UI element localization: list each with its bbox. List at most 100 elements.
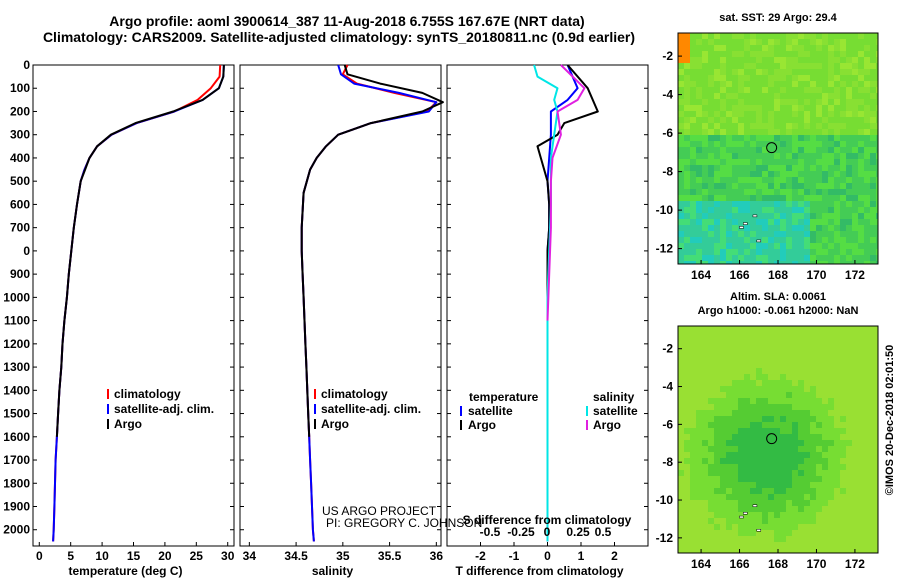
map-cell xyxy=(840,243,846,249)
map-cell xyxy=(750,464,756,470)
map-cell xyxy=(696,99,702,105)
map-cell xyxy=(774,129,780,135)
map-cell xyxy=(852,422,858,428)
map-cell xyxy=(822,500,828,506)
map-cell xyxy=(738,237,744,243)
map-cell xyxy=(774,350,780,356)
map-cell xyxy=(816,159,822,165)
map-cell xyxy=(702,368,708,374)
y-tick-label: 1200 xyxy=(3,337,30,351)
map-cell xyxy=(834,524,840,530)
map-cell xyxy=(750,219,756,225)
map-y-tick-label: -12 xyxy=(656,531,674,545)
map-cell xyxy=(792,518,798,524)
map-cell xyxy=(852,332,858,338)
map-cell xyxy=(846,39,852,45)
map-cell xyxy=(840,434,846,440)
map-cell xyxy=(828,75,834,81)
map-cell xyxy=(834,189,840,195)
map-cell xyxy=(684,249,690,255)
map-cell xyxy=(864,518,870,524)
map-cell xyxy=(750,231,756,237)
map-cell xyxy=(750,111,756,117)
map-cell xyxy=(858,111,864,117)
map-cell xyxy=(702,207,708,213)
map-cell xyxy=(870,452,876,458)
map-cell xyxy=(816,213,822,219)
map-cell xyxy=(804,249,810,255)
map-cell xyxy=(828,374,834,380)
map-cell xyxy=(780,536,786,542)
map-cell xyxy=(774,548,780,553)
map-cell xyxy=(696,524,702,530)
map-cell xyxy=(846,207,852,213)
map-cell xyxy=(780,458,786,464)
map-cell xyxy=(714,452,720,458)
map-cell xyxy=(678,446,684,452)
map-cell xyxy=(702,57,708,63)
x-tick-label: 35 xyxy=(336,549,350,563)
map-cell xyxy=(858,231,864,237)
map-cell xyxy=(774,470,780,476)
map-cell xyxy=(774,500,780,506)
map-cell xyxy=(834,81,840,87)
map-cell xyxy=(732,494,738,500)
map-cell xyxy=(684,207,690,213)
map-cell xyxy=(804,506,810,512)
map-cell xyxy=(870,416,876,422)
map-cell xyxy=(780,506,786,512)
map-cell xyxy=(858,159,864,165)
map-cell xyxy=(786,530,792,536)
map-cell xyxy=(690,153,696,159)
map-cell xyxy=(696,512,702,518)
map-cell xyxy=(756,93,762,99)
map-cell xyxy=(822,356,828,362)
map-cell xyxy=(714,123,720,129)
map-cell xyxy=(726,219,732,225)
map-cell xyxy=(828,39,834,45)
map-cell xyxy=(864,243,870,249)
map-cell xyxy=(756,51,762,57)
map-cell xyxy=(792,338,798,344)
map-cell xyxy=(678,183,684,189)
map-cell xyxy=(780,434,786,440)
map-cell xyxy=(714,344,720,350)
map-cell xyxy=(690,476,696,482)
map-cell xyxy=(828,177,834,183)
map-cell xyxy=(798,33,804,39)
map-cell xyxy=(708,213,714,219)
map-cell xyxy=(678,261,684,264)
map-cell xyxy=(798,255,804,261)
map-cell xyxy=(816,362,822,368)
map-cell xyxy=(744,548,750,553)
map-cell xyxy=(738,368,744,374)
map-cell xyxy=(870,171,876,177)
map-cell xyxy=(678,231,684,237)
map-cell xyxy=(858,416,864,422)
map-cell xyxy=(684,129,690,135)
map-cell xyxy=(780,482,786,488)
map-cell xyxy=(846,386,852,392)
x-tick-label: -2 xyxy=(475,549,486,563)
map-cell xyxy=(828,189,834,195)
map-cell xyxy=(762,548,768,553)
map-cell xyxy=(756,518,762,524)
map-cell xyxy=(816,446,822,452)
map-cell xyxy=(738,117,744,123)
map-cell xyxy=(786,398,792,404)
map-cell xyxy=(720,392,726,398)
map-cell xyxy=(858,249,864,255)
map-cell xyxy=(738,440,744,446)
map-cell xyxy=(858,422,864,428)
map-cell xyxy=(708,57,714,63)
map-cell xyxy=(780,452,786,458)
map-cell xyxy=(834,458,840,464)
map-cell xyxy=(768,434,774,440)
map-cell xyxy=(714,177,720,183)
map-cell xyxy=(858,153,864,159)
map-cell xyxy=(678,500,684,506)
map-cell xyxy=(876,338,878,344)
y-tick-label: 100 xyxy=(10,81,30,95)
map-cell xyxy=(804,368,810,374)
map-cell xyxy=(840,404,846,410)
